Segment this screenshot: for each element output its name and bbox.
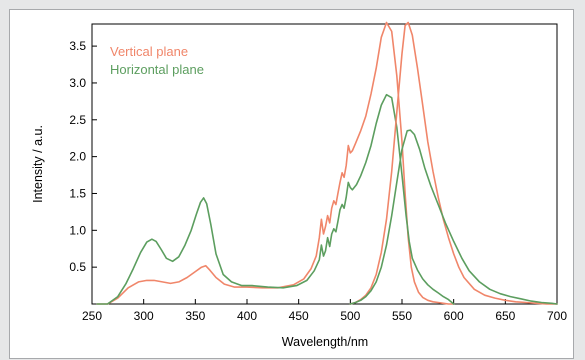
spectrum-chart: 250 300 350 400 450 500 550 600 650 700 0.5 1.0 1.5… bbox=[31, 21, 567, 349]
series-lines bbox=[96, 21, 558, 305]
legend-horizontal-plane: Horizontal plane bbox=[110, 62, 204, 77]
y-tick-label: 2.0 bbox=[69, 150, 86, 164]
x-tick-label: 700 bbox=[547, 309, 567, 323]
x-tick-label: 400 bbox=[237, 309, 257, 323]
series-line-vertical-plane-2 bbox=[349, 21, 558, 305]
figure-frame: 250 300 350 400 450 500 550 600 650 700 0.5 1.0 1.5… bbox=[9, 9, 574, 359]
y-tick-label: 2.5 bbox=[69, 113, 86, 127]
plot-area-border bbox=[91, 23, 558, 305]
x-tick-label: 450 bbox=[289, 309, 309, 323]
x-tick-label: 600 bbox=[444, 309, 464, 323]
y-axis-ticks: 0.5 1.0 1.5 2.0 2.5 3.0 3.5 bbox=[69, 39, 97, 274]
y-tick-label: 1.5 bbox=[69, 186, 86, 200]
x-tick-label: 350 bbox=[185, 309, 205, 323]
x-tick-label: 500 bbox=[340, 309, 360, 323]
series-line-horizontal-plane-1 bbox=[96, 93, 455, 305]
y-axis-title: Intensity / a.u. bbox=[31, 125, 45, 203]
y-tick-label: 1.0 bbox=[69, 223, 86, 237]
series-line-horizontal-plane-3 bbox=[349, 129, 558, 305]
y-tick-label: 3.0 bbox=[69, 76, 86, 90]
x-tick-label: 250 bbox=[82, 309, 102, 323]
x-tick-label: 550 bbox=[392, 309, 412, 323]
y-tick-label: 0.5 bbox=[69, 260, 86, 274]
x-axis-title: Wavelength/nm bbox=[282, 335, 368, 349]
y-tick-label: 3.5 bbox=[69, 39, 86, 53]
x-tick-label: 300 bbox=[134, 309, 154, 323]
x-tick-label: 650 bbox=[495, 309, 515, 323]
x-axis-ticks: 250 300 350 400 450 500 550 600 650 700 bbox=[82, 299, 567, 323]
legend-vertical-plane: Vertical plane bbox=[110, 44, 188, 59]
